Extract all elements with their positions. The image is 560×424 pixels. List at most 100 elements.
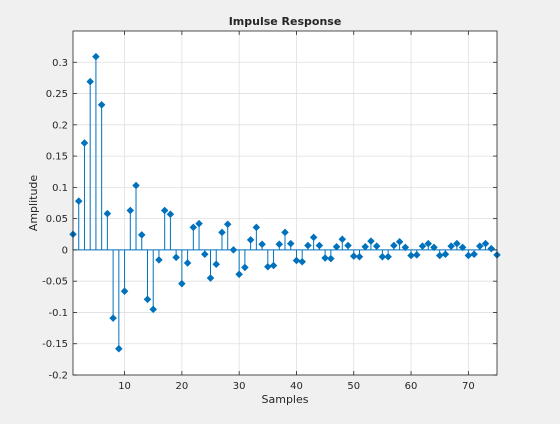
y-tick-label: 0.25 (46, 89, 68, 100)
stem-marker (258, 240, 266, 249)
stem-marker (309, 233, 318, 242)
stem-marker (487, 244, 496, 253)
stem-marker (315, 241, 324, 250)
x-tick-label: 50 (347, 381, 360, 392)
y-tick-label: -0.15 (42, 339, 68, 350)
x-tick-label: 60 (405, 381, 418, 392)
stem-marker (264, 263, 272, 271)
stem-marker (418, 242, 427, 250)
y-tick-label: 0.1 (52, 183, 68, 194)
stem-marker (292, 256, 301, 265)
stem-marker (166, 210, 175, 219)
stem-marker (120, 287, 129, 295)
stem-marker (97, 101, 106, 109)
stem-marker (361, 243, 369, 251)
stem-marker (344, 241, 352, 250)
stem-marker (464, 251, 473, 260)
stem-marker (304, 241, 312, 250)
stem-marker (413, 251, 421, 259)
stem-marker (246, 236, 255, 244)
stem-marker (321, 254, 329, 262)
stem-marker (453, 239, 461, 248)
stem-marker (137, 231, 146, 239)
stem-marker (183, 259, 192, 267)
stem-marker (401, 243, 410, 252)
stem-marker (80, 139, 89, 147)
y-tick-label: 0.2 (52, 120, 68, 131)
stem-marker (223, 220, 232, 229)
y-tick-label: 0.15 (46, 152, 68, 163)
x-tick-label: 10 (118, 381, 131, 392)
stem-marker (206, 274, 215, 282)
stem-marker (212, 260, 221, 269)
stem-marker (395, 238, 404, 246)
stem-marker (172, 253, 180, 262)
stem-marker (384, 253, 392, 261)
stem-marker (481, 239, 490, 248)
x-tick-label: 70 (462, 381, 475, 392)
x-tick-label: 20 (175, 381, 188, 392)
stem-marker (355, 253, 364, 261)
y-tick-label: 0.05 (46, 214, 68, 225)
y-tick-label: 0 (62, 245, 68, 256)
stem-marker (92, 52, 100, 61)
tick-marks: 10 20 30 40 50 60 70 -0.2 -0.15 -0.1 -0.05 0 0.05 0.1… (42, 31, 497, 392)
stem-marker (201, 250, 209, 259)
stem-marker (195, 219, 203, 228)
y-tick-label: -0.1 (48, 308, 68, 319)
stem-marker (349, 252, 358, 260)
stem-series (69, 52, 501, 353)
stem-marker (74, 197, 83, 205)
stem-marker (229, 246, 238, 254)
stem-marker (160, 206, 169, 215)
y-tick-label: 0.3 (52, 58, 68, 69)
stem-marker (476, 242, 484, 250)
stem-marker (367, 237, 375, 245)
stem-marker (269, 261, 278, 270)
stem-marker (235, 270, 243, 279)
stem-marker (109, 314, 117, 322)
stem-marker (126, 206, 135, 215)
stem-marker (372, 242, 381, 250)
stem-marker (424, 239, 433, 248)
stem-marker (332, 243, 341, 251)
stem-marker (458, 243, 467, 252)
stem-marker (189, 223, 198, 232)
stem-marker (275, 240, 284, 249)
stem-marker (281, 228, 289, 237)
stem-marker (252, 223, 261, 232)
plot-background (73, 31, 497, 375)
stem-marker (178, 279, 186, 288)
stem-marker (327, 254, 335, 263)
stem-marker (390, 241, 398, 250)
stem-marker (86, 77, 94, 86)
stem-marker (149, 305, 157, 314)
stem-marker (407, 251, 415, 260)
stem-marker (143, 295, 152, 304)
x-tick-label: 30 (233, 381, 246, 392)
chart-title: Impulse Response (229, 15, 342, 28)
axes-box (72, 30, 498, 376)
stem-marker (435, 251, 444, 260)
stem-marker (447, 242, 455, 250)
y-tick-label: -0.2 (48, 371, 68, 382)
y-tick-label: -0.05 (42, 277, 68, 288)
stem-marker (298, 258, 306, 266)
x-tick-label: 40 (290, 381, 303, 392)
stem-marker (378, 253, 387, 261)
stem-marker (132, 181, 140, 190)
stem-marker (470, 250, 478, 259)
stem-marker (103, 209, 112, 218)
stem-marker (430, 243, 438, 252)
stem-marker (155, 256, 163, 264)
stem-marker (441, 250, 450, 259)
x-axis-label: Samples (262, 393, 309, 406)
y-axis-label: Amplitude (27, 175, 40, 232)
stem-marker (241, 263, 249, 272)
stem-marker (286, 239, 295, 248)
stem-marker (115, 344, 123, 353)
stem-marker (218, 228, 226, 237)
stem-marker (338, 235, 347, 244)
